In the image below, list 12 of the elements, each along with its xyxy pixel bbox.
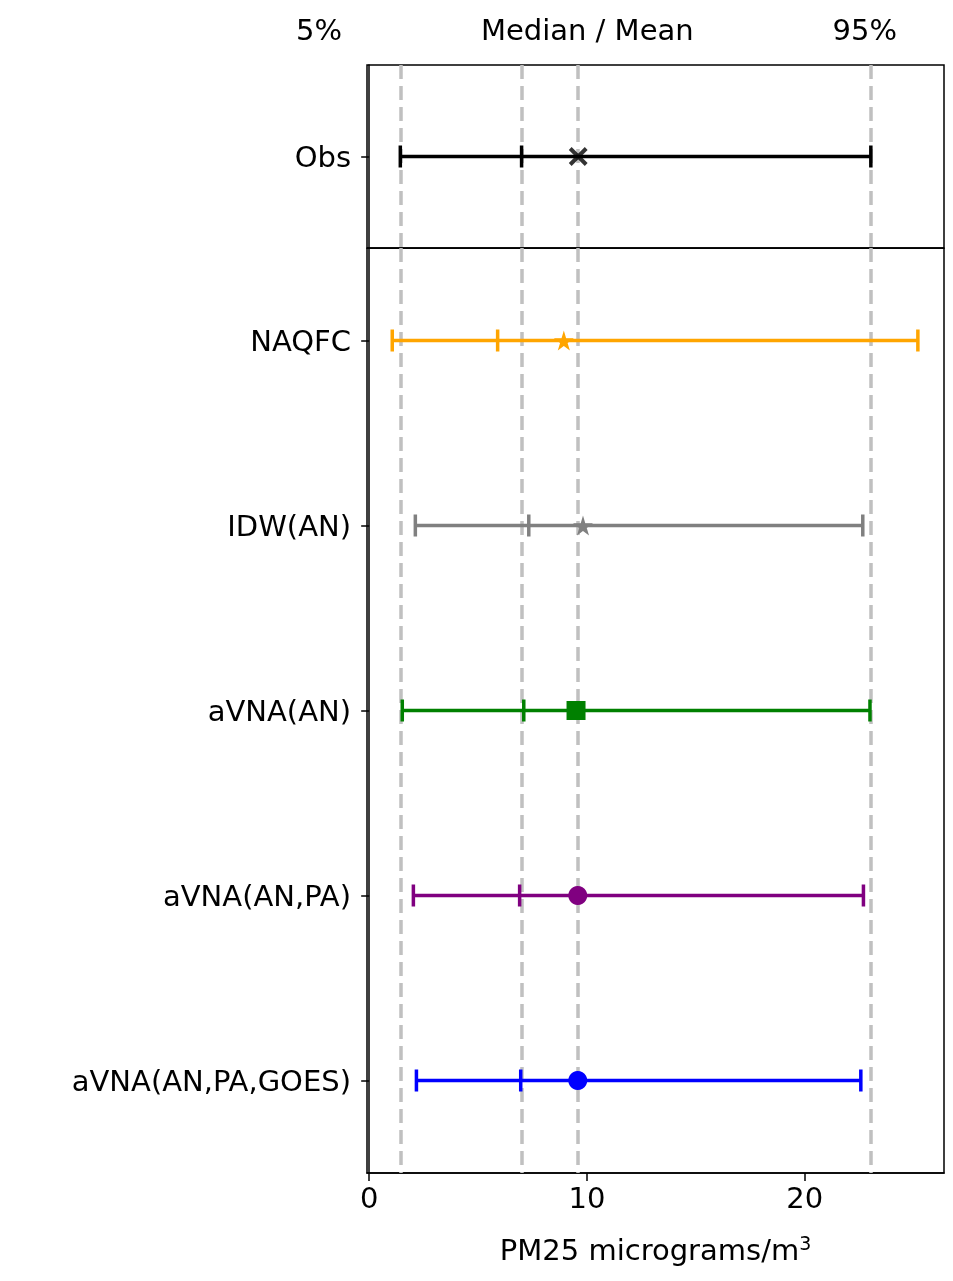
text: 5% bbox=[296, 13, 343, 47]
x-tick-label: 10 bbox=[568, 1180, 606, 1215]
y-tick-label: aVNA(AN,PA,GOES) bbox=[71, 1063, 351, 1098]
y-tick-label: Obs bbox=[294, 139, 351, 174]
y-tick-label: IDW(AN) bbox=[227, 508, 351, 543]
y-tick-label: aVNA(AN,PA) bbox=[163, 878, 351, 913]
y-tick-label: aVNA(AN) bbox=[207, 693, 351, 728]
x-tick-label: 0 bbox=[359, 1180, 379, 1215]
x-tick-label: 20 bbox=[786, 1180, 824, 1215]
y-tick-label: NAQFC bbox=[250, 323, 351, 358]
text: Median / Mean bbox=[480, 13, 694, 47]
text: 95% bbox=[832, 13, 897, 47]
